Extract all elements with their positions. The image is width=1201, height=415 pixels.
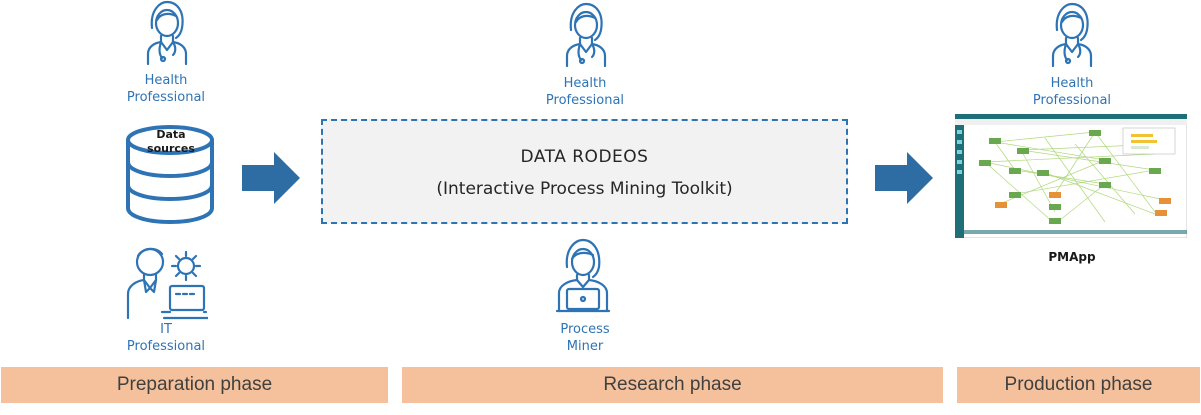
role-line: Health [144,73,188,88]
role-line: Miner [566,339,604,354]
role-line: IT [160,322,172,337]
right-arrow-icon [875,152,933,204]
role-line: Professional [126,339,206,354]
role-line: Professional [545,93,625,108]
phase-production: Production phase [957,367,1200,403]
it-professional-icon [126,247,208,320]
role-line: Health [1050,76,1094,91]
health-professional-icon [146,0,188,66]
phase-preparation: Preparation phase [1,367,388,403]
health-professional-icon [565,2,607,68]
database-icon [126,125,214,224]
toolkit-title: DATA RODEOS [520,147,649,167]
toolkit-subtitle: (Interactive Process Mining Toolkit) [436,179,733,199]
pmapp-screenshot [955,114,1187,238]
process-miner-icon [555,238,611,313]
toolkit-box: DATA RODEOS (Interactive Process Mining … [321,119,848,224]
role-line: Professional [1032,93,1112,108]
role-line: Health [563,76,607,91]
phase-research: Research phase [402,367,943,403]
left-top-role-label: Health Professional [96,72,236,106]
role-line: Process [560,322,610,337]
left-bottom-role-label: IT Professional [96,321,236,355]
right-top-role-label: Health Professional [1002,75,1142,109]
right-arrow-icon [242,152,300,204]
data-sources-label: Data sources [126,128,216,156]
db-label-line: Data [156,128,186,141]
db-label-line: sources [147,142,195,155]
health-professional-icon [1051,2,1093,68]
pmapp-label: PMApp [1048,250,1096,264]
center-bottom-role-label: Process Miner [515,321,655,355]
center-top-role-label: Health Professional [515,75,655,109]
role-line: Professional [126,90,206,105]
